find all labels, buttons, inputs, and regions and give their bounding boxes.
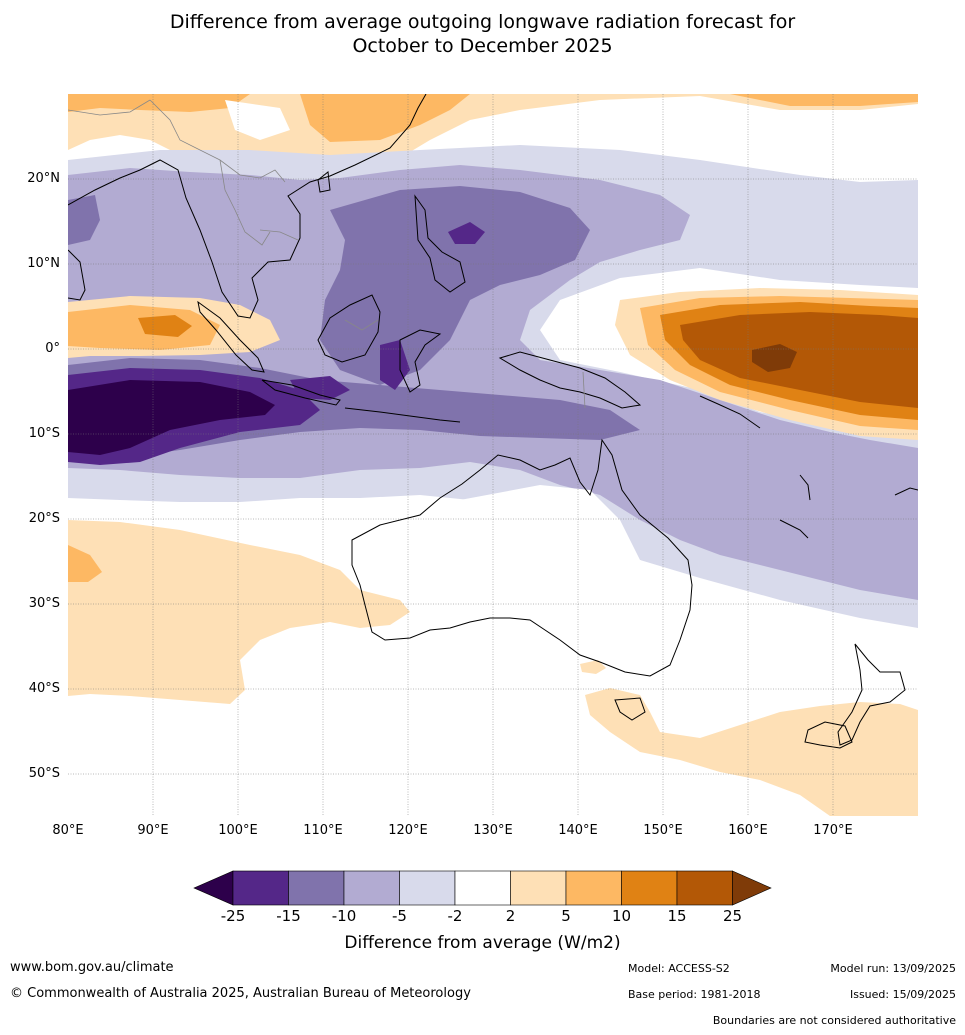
coast-new-zealand-south (804, 721, 853, 749)
lon-label-120e: 120°E (388, 823, 428, 838)
footer-website: www.bom.gov.au/climate (10, 960, 174, 975)
lon-label-100e: 100°E (218, 823, 258, 838)
colorbar-tick: -5 (392, 907, 407, 925)
coastlines (68, 94, 918, 749)
contour-tasmania-orange-spot (580, 660, 606, 674)
lat-label-20n: 20°N (27, 171, 60, 186)
lon-label-170e: 170°E (813, 823, 853, 838)
colorbar-tick: 2 (505, 907, 516, 925)
contour-eq-indian-dark-orange (138, 315, 192, 337)
colorbar-bin-1 (232, 870, 289, 906)
contour-southern-indian-light-orange (68, 520, 410, 704)
contour-north-orange-west (68, 94, 250, 112)
colorbar-bin-4 (399, 870, 456, 906)
coast-new-guinea (498, 351, 642, 409)
lat-label-40s: 40°S (28, 681, 60, 696)
coast-india (68, 249, 86, 301)
coast-tasmania (614, 697, 646, 721)
coast-sulawesi (399, 329, 442, 393)
lat-label-10s: 10°S (28, 426, 60, 441)
lat-label-50s: 50°S (28, 766, 60, 781)
colorbar-extend-low (193, 870, 234, 906)
coast-vanuatu (799, 474, 811, 501)
coast-new-caledonia (779, 519, 809, 539)
colorbar-bin-7 (565, 870, 622, 906)
title-line-1: Difference from average outgoing longwav… (169, 11, 796, 33)
colorbar-title: Difference from average (W/m2) (344, 933, 621, 953)
coast-fiji (894, 487, 918, 496)
coast-philippines (414, 194, 466, 293)
colorbar-tick: 25 (722, 907, 743, 925)
colorbar-tick: -25 (220, 907, 246, 925)
lat-label-10n: 10°N (27, 256, 60, 271)
colorbar-bin-6 (510, 870, 567, 906)
map-plot-area (68, 94, 918, 816)
contour-sulawesi-dark-purple (380, 340, 410, 390)
lat-label-eq: 0° (45, 341, 60, 356)
contour-pacific-darkest-brown (752, 344, 797, 372)
footer-base-period: Base period: 1981-2018 (628, 988, 761, 1001)
contour-indian-ocean-purple (68, 195, 100, 245)
colorbar-tick: -2 (447, 907, 463, 925)
coast-sumatra (197, 300, 265, 373)
colorbar-tick: 10 (611, 907, 632, 925)
footer-copyright: © Commonwealth of Australia 2025, Austra… (10, 986, 471, 1001)
contour-southern-indian-orange (68, 545, 102, 582)
contour-philippines-medium-purple (320, 186, 590, 385)
lon-label-150e: 150°E (643, 823, 683, 838)
footer-disclaimer: Boundaries are not considered authoritat… (712, 1014, 956, 1027)
lon-label-140e: 140°E (558, 823, 598, 838)
colorbar-bin-2 (288, 870, 345, 906)
lon-label-90e: 90°E (137, 823, 169, 838)
coast-taiwan (317, 171, 331, 193)
footer-issued: Issued: 15/09/2025 (849, 988, 956, 1001)
country-boundaries (68, 99, 586, 409)
contour-indian-ocean-darkest-purple (68, 380, 275, 455)
title-line-2: October to December 2025 (352, 35, 613, 57)
lat-label-30s: 30°S (28, 596, 60, 611)
colorbar-extend-high (732, 870, 772, 906)
map-gridlines (68, 94, 918, 816)
contour-pacific-brown (680, 312, 918, 408)
footer-model-run: Model run: 13/09/2025 (830, 962, 956, 975)
lon-label-160e: 160°E (728, 823, 768, 838)
contour-north-orange-east (730, 94, 918, 106)
contour-mindanao-dark-purple (448, 222, 485, 244)
colorbar-bin-8 (621, 870, 678, 906)
coast-asia-mainland (68, 94, 427, 319)
coast-java (261, 379, 341, 406)
coast-borneo (317, 294, 381, 363)
lat-label-20s: 20°S (28, 511, 60, 526)
coast-new-zealand-north (837, 643, 906, 746)
colorbar-tick: 15 (667, 907, 687, 925)
contour-indochina-white (225, 100, 290, 140)
coast-lesser-sunda (344, 407, 461, 423)
footer-model: Model: ACCESS-S2 (628, 962, 730, 975)
lon-label-110e: 110°E (303, 823, 343, 838)
colorbar-bin-3 (343, 870, 400, 906)
coast-solomons (699, 395, 761, 429)
colorbar-tick: 5 (561, 907, 571, 925)
colorbar (193, 870, 772, 906)
contour-north-orange (300, 94, 470, 142)
colorbar-tick: -15 (276, 907, 301, 925)
coast-australia (351, 438, 693, 677)
contour-tasman-light-orange (585, 688, 918, 816)
lon-label-80e: 80°E (52, 823, 84, 838)
colorbar-tick: -10 (331, 907, 357, 925)
lon-label-130e: 130°E (473, 823, 513, 838)
colorbar-bin-9 (676, 870, 733, 906)
colorbar-bin-5 (454, 870, 511, 906)
contour-java-dark-purple (290, 376, 350, 400)
map-title: Difference from average outgoing longwav… (0, 10, 965, 58)
